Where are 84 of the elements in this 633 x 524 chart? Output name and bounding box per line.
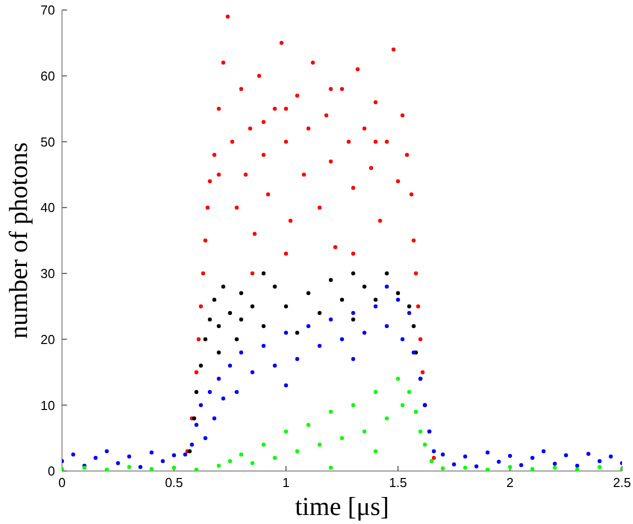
point (239, 452, 244, 457)
point (250, 304, 254, 308)
point (340, 298, 344, 302)
point (216, 464, 221, 468)
point (351, 318, 356, 322)
point (430, 459, 434, 464)
point (412, 324, 416, 328)
point (127, 465, 132, 470)
point (598, 465, 602, 470)
point (272, 456, 277, 460)
point (284, 429, 288, 434)
y-tick-label: 30 (40, 266, 55, 282)
point (440, 466, 445, 470)
point (216, 350, 221, 354)
point (384, 271, 389, 276)
point (208, 318, 212, 322)
point (192, 416, 196, 420)
point (104, 468, 109, 471)
point (407, 390, 412, 394)
point (552, 466, 557, 470)
point (384, 416, 389, 420)
point (374, 298, 378, 302)
point (340, 436, 344, 440)
point (396, 291, 400, 296)
point (239, 318, 244, 322)
y-tick-label: 70 (40, 2, 55, 18)
y-tick-label: 40 (40, 200, 55, 216)
point (295, 449, 300, 454)
point (272, 284, 277, 289)
y-tick-label: 10 (40, 398, 55, 413)
x-tick-label: 0 (58, 475, 66, 490)
point (362, 284, 366, 289)
point (422, 442, 427, 447)
point (351, 271, 356, 276)
point (150, 467, 154, 471)
point (221, 284, 226, 289)
point (306, 291, 310, 296)
point (418, 429, 422, 434)
x-tick-label: 1.5 (388, 475, 408, 490)
point (262, 442, 266, 447)
y-tick-label: 20 (40, 332, 55, 347)
point (362, 429, 366, 434)
point (284, 304, 288, 308)
point (234, 337, 239, 342)
y-tick-label: 50 (40, 134, 55, 150)
point (228, 310, 232, 315)
point (328, 466, 333, 470)
x-tick-label: 2.5 (612, 475, 632, 490)
point (328, 410, 333, 414)
x-axis-title: time [μs] (294, 492, 390, 521)
point (328, 278, 333, 282)
point (262, 324, 266, 328)
point (530, 467, 534, 471)
point (216, 324, 221, 328)
point (486, 468, 490, 471)
point (306, 422, 310, 427)
point (318, 310, 322, 315)
point (203, 337, 208, 342)
point (262, 271, 266, 276)
point (212, 298, 216, 302)
point (400, 403, 404, 408)
point (250, 461, 254, 466)
x-tick-label: 1 (282, 475, 290, 490)
y-tick-label: 60 (40, 68, 55, 84)
y-tick-label: 0 (48, 464, 55, 479)
point (194, 468, 198, 471)
x-tick-label: 0.5 (164, 475, 184, 490)
point (295, 330, 300, 335)
point (396, 376, 400, 381)
point (374, 449, 378, 454)
point (198, 364, 203, 368)
point (188, 449, 192, 454)
point (318, 442, 322, 447)
point (374, 390, 378, 394)
point (407, 304, 412, 308)
point (194, 390, 198, 394)
point (463, 466, 468, 470)
point (239, 291, 244, 296)
point (351, 403, 356, 408)
y-axis-title: number of photons (4, 142, 34, 339)
x-tick-label: 2 (506, 475, 514, 490)
point (414, 410, 418, 414)
point (228, 459, 232, 464)
point (575, 468, 580, 471)
